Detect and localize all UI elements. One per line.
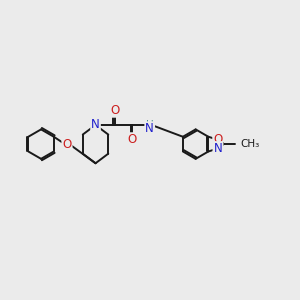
Text: O: O: [213, 133, 222, 146]
Text: N: N: [213, 142, 222, 155]
Text: CH₃: CH₃: [241, 139, 260, 149]
Text: O: O: [62, 138, 72, 151]
Text: H: H: [146, 120, 154, 130]
Text: O: O: [128, 133, 137, 146]
Text: N: N: [145, 122, 154, 135]
Text: N: N: [91, 118, 100, 131]
Text: O: O: [110, 104, 119, 117]
